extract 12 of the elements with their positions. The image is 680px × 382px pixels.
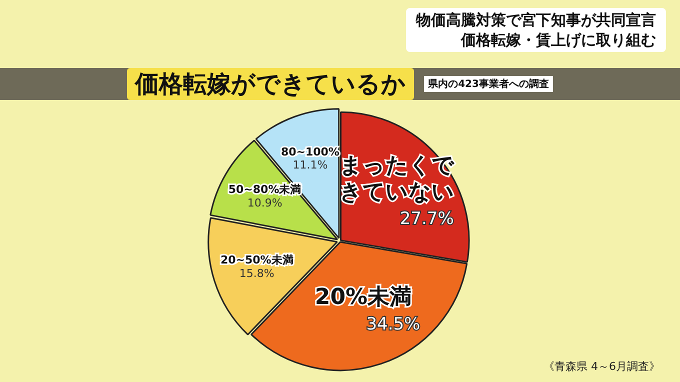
data-label: 34.5% — [366, 314, 420, 334]
data-label: 27.7% — [400, 208, 454, 229]
text: 物価高騰対策で宮下知事が共同宣言 — [416, 10, 656, 30]
chart-title: 価格転嫁ができているか — [127, 68, 414, 100]
text: 価格転嫁・賃上げに取り組む — [460, 30, 656, 50]
data-label: 11.1% — [292, 158, 328, 172]
slice-label: 20%未満 — [314, 285, 412, 310]
data-label: 10.9% — [247, 196, 282, 210]
chart-subtitle: 県内の423事業者への調査 — [424, 76, 553, 92]
text: 《青森県 4～6月調査》 — [544, 359, 660, 374]
data-label: 15.8% — [239, 266, 274, 280]
slice-label: 20~50%未満 — [220, 254, 294, 267]
